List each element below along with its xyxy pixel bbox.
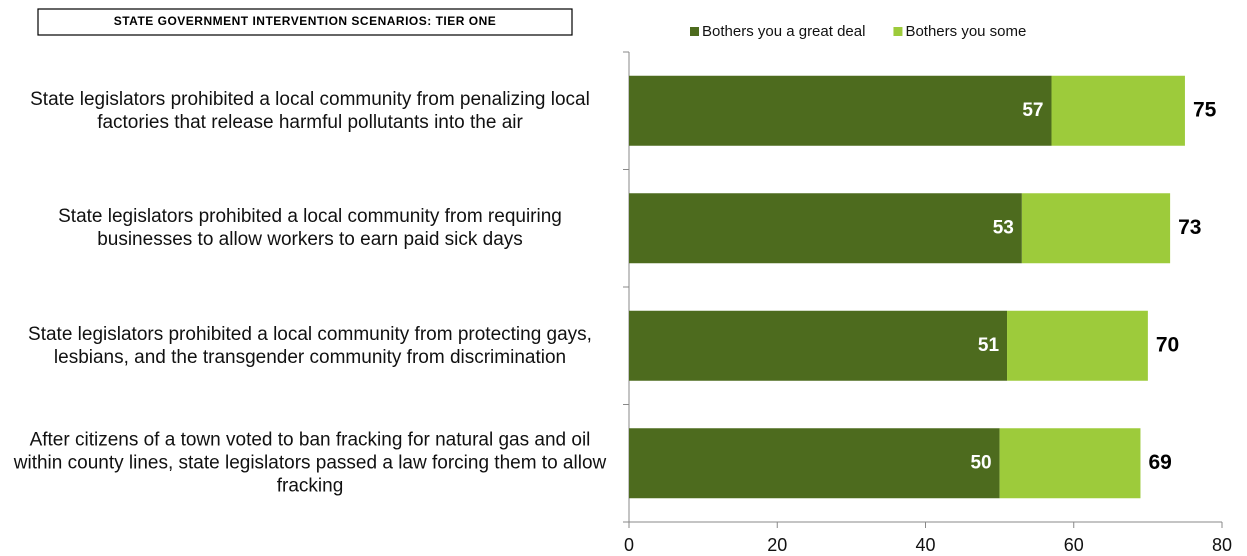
total-label: 70 bbox=[1156, 333, 1179, 356]
category-label: State legislators prohibited a local com… bbox=[30, 88, 590, 133]
total-label: 75 bbox=[1193, 98, 1217, 121]
category-label: State legislators prohibited a local com… bbox=[58, 206, 562, 251]
bar-segment bbox=[629, 193, 1022, 264]
bar-segment bbox=[1021, 193, 1171, 264]
legend-label: Bothers you some bbox=[905, 23, 1026, 40]
x-tick-label: 60 bbox=[1064, 535, 1084, 555]
total-label: 69 bbox=[1148, 451, 1171, 474]
total-label: 73 bbox=[1178, 216, 1201, 239]
segment-label: 51 bbox=[978, 335, 1000, 356]
bar-segment bbox=[999, 428, 1141, 499]
legend-swatch bbox=[893, 27, 903, 36]
bar-segment bbox=[629, 75, 1052, 146]
segment-label: 57 bbox=[1022, 100, 1043, 121]
title-box bbox=[37, 8, 573, 36]
x-tick-label: 40 bbox=[915, 535, 935, 555]
x-tick-label: 0 bbox=[624, 535, 634, 555]
bar-segment bbox=[1051, 75, 1185, 146]
legend-label: Bothers you a great deal bbox=[702, 23, 865, 40]
segment-label: 53 bbox=[993, 217, 1014, 238]
segment-label: 50 bbox=[970, 452, 991, 473]
bar-segment bbox=[629, 310, 1008, 381]
category-label: State legislators prohibited a local com… bbox=[28, 323, 592, 368]
x-tick-label: 80 bbox=[1212, 535, 1232, 555]
chart-title: STATE GOVERNMENT INTERVENTION SCENARIOS:… bbox=[114, 14, 497, 28]
legend-swatch bbox=[690, 27, 699, 36]
category-label: After citizens of a town voted to ban fr… bbox=[13, 429, 607, 497]
bar-segment bbox=[629, 428, 1000, 499]
x-tick-label: 20 bbox=[767, 535, 787, 555]
bar-segment bbox=[1007, 310, 1148, 381]
